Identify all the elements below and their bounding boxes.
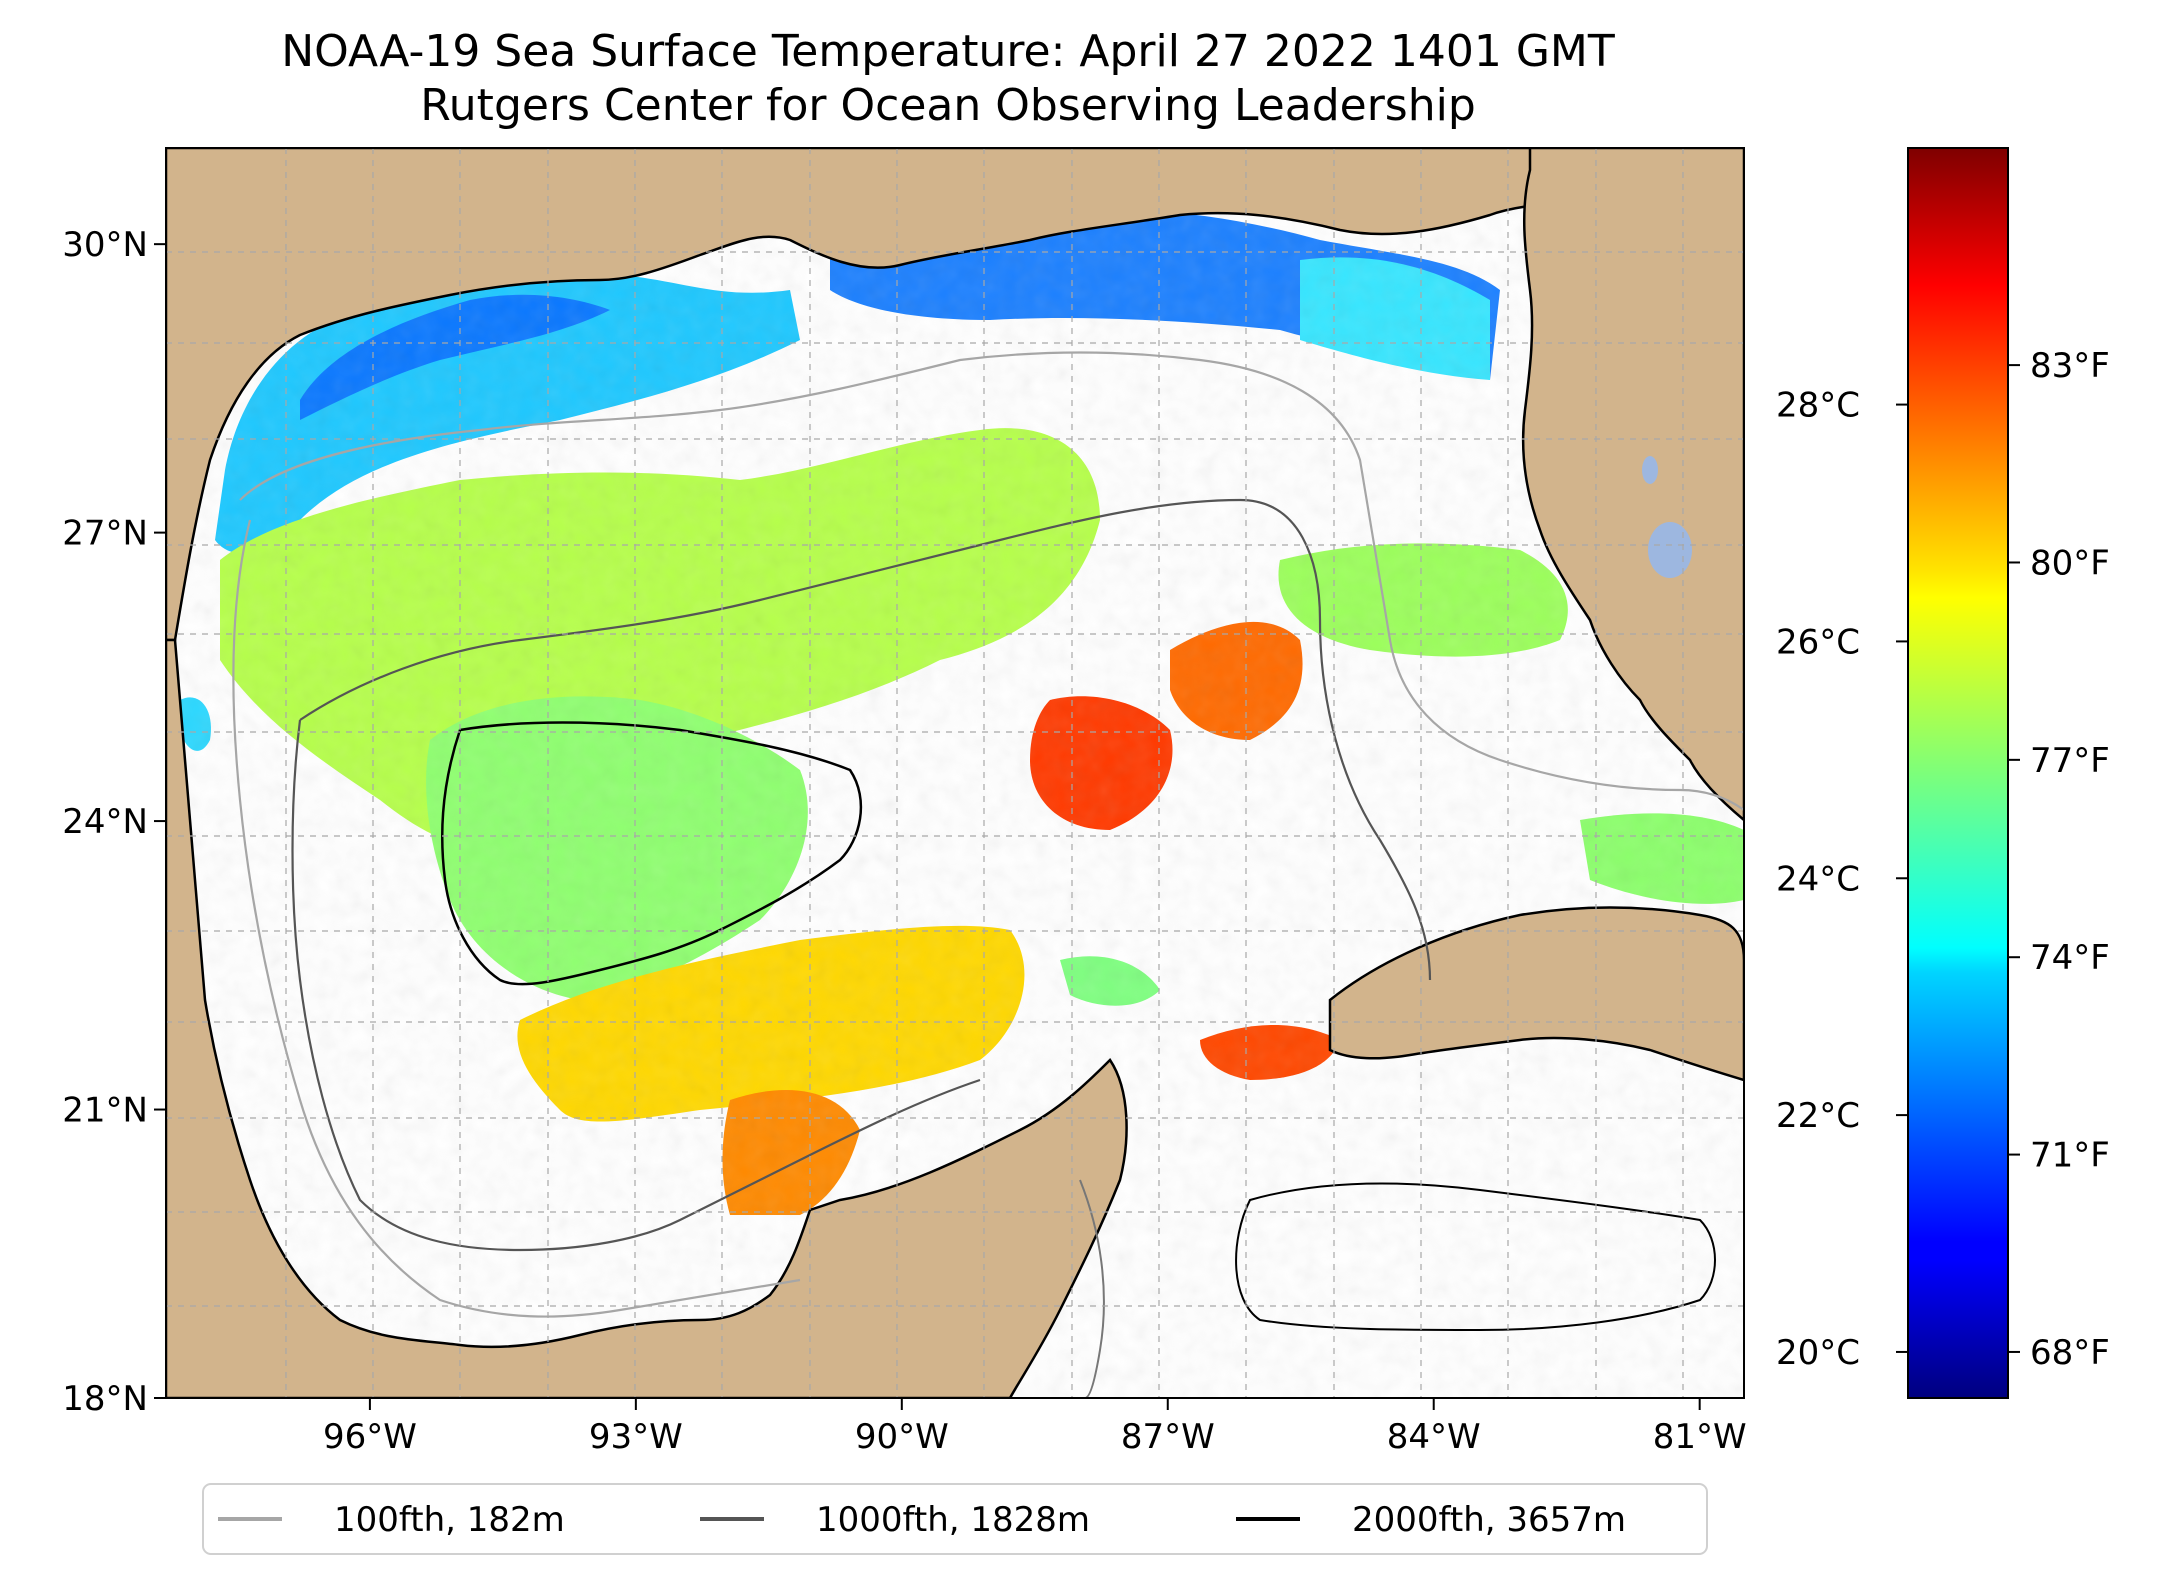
map-subtitle: Rutgers Center for Ocean Observing Leade…: [420, 80, 1476, 131]
fahrenheit-tick-label: 71°F: [2030, 1136, 2110, 1176]
lake-okeechobee: [1648, 522, 1692, 578]
land-mexico-west: [166, 638, 1128, 1398]
fahrenheit-tick-label: 80°F: [2030, 543, 2110, 583]
fahrenheit-tick-label: 68°F: [2030, 1333, 2110, 1373]
map-area: [166, 148, 1744, 1398]
longitude-axis: 96°W 93°W 90°W 87°W 84°W 81°W: [323, 1398, 1747, 1457]
contour-yucatan-channel: [1079, 1179, 1105, 1398]
contour-100fth: [232, 351, 1744, 1318]
legend-label-1000fth: 1000fth, 1828m: [816, 1500, 1090, 1540]
lon-tick-label: 81°W: [1653, 1417, 1747, 1457]
lon-tick-label: 84°W: [1387, 1417, 1481, 1457]
legend-label-100fth: 100fth, 182m: [334, 1500, 565, 1540]
celsius-tick-label: 24°C: [1776, 859, 1860, 899]
legend-label-2000fth: 2000fth, 3657m: [1352, 1500, 1626, 1540]
land-florida: [1521, 148, 1744, 822]
colorbar: 28°C 26°C 24°C 22°C 20°C 83°F 80°F 77°F 74°F 71°…: [1776, 147, 2110, 1399]
celsius-tick-label: 20°C: [1776, 1333, 1860, 1373]
bathymetry-contours: [232, 351, 1744, 1398]
map-title: NOAA-19 Sea Surface Temperature: April 2…: [281, 26, 1615, 77]
lon-tick-label: 93°W: [589, 1417, 683, 1457]
lat-tick-label: 18°N: [62, 1379, 148, 1419]
land: [166, 148, 1744, 1398]
colorbar-gradient: [1907, 147, 2009, 1399]
contour-cuba-deep: [1235, 1182, 1716, 1332]
fahrenheit-tick-label: 74°F: [2030, 938, 2110, 978]
lon-tick-label: 96°W: [323, 1417, 417, 1457]
lat-tick-label: 24°N: [62, 802, 148, 842]
lat-tick-label: 21°N: [62, 1091, 148, 1131]
contour-legend: 100fth, 182m 1000fth, 1828m 2000fth, 365…: [202, 1483, 1708, 1555]
map-frame: [165, 147, 1745, 1399]
lon-tick-label: 90°W: [855, 1417, 949, 1457]
graticule: [166, 148, 1744, 1398]
celsius-tick-label: 28°C: [1776, 386, 1860, 426]
fahrenheit-tick-label: 83°F: [2030, 346, 2110, 386]
lake-small: [1642, 456, 1658, 484]
fahrenheit-tick-label: 77°F: [2030, 741, 2110, 781]
celsius-tick-label: 22°C: [1776, 1096, 1860, 1136]
celsius-tick-label: 26°C: [1776, 622, 1860, 662]
colorbar-celsius-axis: 28°C 26°C 24°C 22°C 20°C: [1776, 386, 1908, 1373]
contour-1000fth: [291, 498, 1432, 1252]
lat-tick-label: 30°N: [62, 225, 148, 265]
latitude-axis: 30°N 27°N 24°N 21°N 18°N: [62, 225, 166, 1419]
lon-tick-label: 87°W: [1121, 1417, 1215, 1457]
lat-tick-label: 27°N: [62, 514, 148, 554]
contour-2000fth: [440, 721, 863, 986]
land-cuba: [1328, 906, 1744, 1082]
lakes: [1642, 456, 1692, 578]
colorbar-fahrenheit-axis: 83°F 80°F 77°F 74°F 71°F 68°F: [2008, 346, 2110, 1373]
legend-box: [202, 1483, 1708, 1555]
